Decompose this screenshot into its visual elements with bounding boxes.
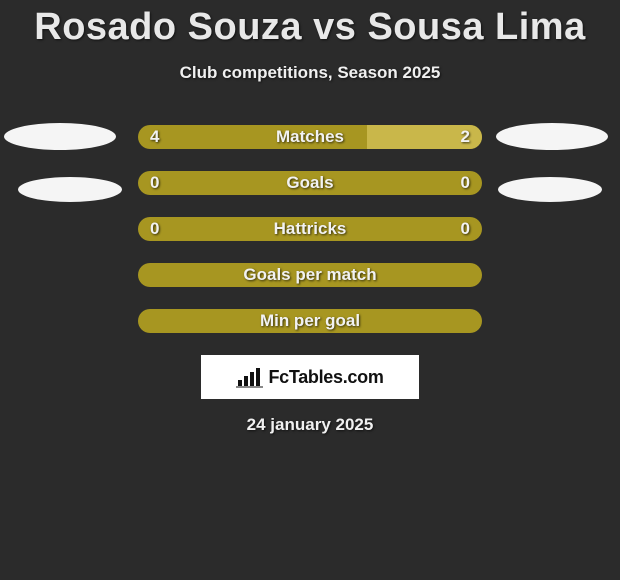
stat-label: Matches (138, 125, 482, 149)
stat-row: Goals per match (138, 263, 482, 287)
barchart-icon (236, 366, 264, 388)
logo-box: FcTables.com (201, 355, 419, 399)
page-title: Rosado Souza vs Sousa Lima (0, 0, 620, 49)
stat-label: Goals (138, 171, 482, 195)
stat-row: 0Hattricks0 (138, 217, 482, 241)
decorative-ellipse (498, 177, 602, 202)
decorative-ellipse (496, 123, 608, 150)
stat-value-right: 0 (461, 171, 470, 195)
stat-label: Goals per match (138, 263, 482, 287)
decorative-ellipse (4, 123, 116, 150)
stat-value-right: 2 (461, 125, 470, 149)
stats-container: 4Matches20Goals00Hattricks0Goals per mat… (0, 125, 620, 333)
stat-label: Min per goal (138, 309, 482, 333)
stat-label: Hattricks (138, 217, 482, 241)
decorative-ellipse (18, 177, 122, 202)
stat-row: 4Matches2 (138, 125, 482, 149)
date-label: 24 january 2025 (0, 415, 620, 435)
stat-row: Min per goal (138, 309, 482, 333)
stat-row: 0Goals0 (138, 171, 482, 195)
logo-text: FcTables.com (268, 367, 383, 388)
page-subtitle: Club competitions, Season 2025 (0, 63, 620, 83)
stat-value-right: 0 (461, 217, 470, 241)
